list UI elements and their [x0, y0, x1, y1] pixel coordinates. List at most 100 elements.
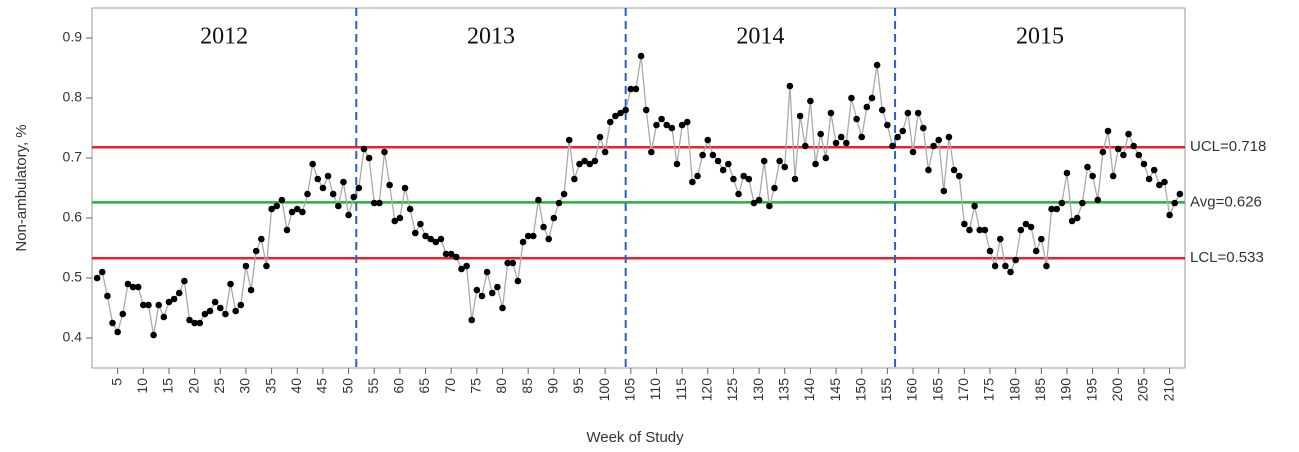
data-point — [1038, 235, 1045, 243]
data-point — [314, 175, 322, 183]
data-point — [1058, 199, 1066, 207]
data-point — [499, 304, 506, 312]
data-point — [145, 301, 152, 309]
data-point — [740, 172, 747, 180]
data-point — [1073, 214, 1081, 222]
data-point — [478, 292, 486, 300]
data-point — [530, 232, 537, 240]
data-point — [935, 136, 942, 144]
data-point — [1053, 205, 1061, 213]
y-tick-label: 0.9 — [63, 29, 83, 45]
data-point — [955, 172, 963, 180]
x-tick-label: 170 — [955, 378, 971, 402]
data-point — [155, 301, 163, 309]
x-tick-label: 140 — [801, 378, 817, 402]
data-point — [945, 133, 953, 141]
data-point — [817, 130, 824, 138]
data-point — [1171, 199, 1179, 207]
data-point — [632, 85, 640, 93]
data-point — [1007, 268, 1014, 276]
data-point — [596, 133, 604, 141]
data-point — [730, 175, 737, 183]
data-point — [766, 202, 773, 210]
data-point — [586, 160, 594, 168]
data-point — [704, 136, 712, 144]
x-tick-label: 175 — [981, 378, 997, 402]
data-point — [304, 190, 311, 198]
data-point — [396, 214, 404, 222]
data-point — [981, 226, 989, 234]
data-point — [853, 115, 860, 123]
data-point — [370, 199, 378, 207]
data-point — [535, 196, 542, 204]
x-tick-label: 105 — [622, 378, 638, 402]
data-point — [514, 277, 522, 285]
data-point — [237, 301, 245, 309]
data-point — [232, 307, 239, 315]
data-point — [750, 199, 758, 207]
data-point — [201, 310, 209, 318]
data-point — [1161, 178, 1168, 186]
x-tick-label: 145 — [827, 378, 843, 402]
data-point — [873, 61, 881, 69]
data-point — [683, 118, 691, 126]
data-point — [134, 283, 142, 291]
data-point — [437, 235, 445, 243]
data-point — [894, 133, 901, 141]
data-point — [524, 232, 532, 240]
x-tick-label: 185 — [1032, 378, 1048, 402]
data-point — [242, 262, 250, 270]
data-point — [878, 106, 886, 114]
data-point — [211, 298, 219, 306]
x-tick-label: 180 — [1006, 378, 1022, 402]
x-tick-label: 190 — [1058, 378, 1074, 402]
data-point — [494, 283, 501, 291]
x-tick-label: 125 — [724, 378, 740, 402]
data-point — [360, 145, 368, 153]
data-point — [627, 85, 635, 93]
data-point — [1176, 190, 1184, 198]
data-point — [227, 280, 234, 288]
data-point — [468, 316, 476, 324]
data-point — [109, 319, 116, 327]
data-point — [1140, 160, 1148, 168]
data-point — [678, 121, 686, 129]
data-point — [550, 214, 558, 222]
data-point — [827, 109, 835, 117]
data-point — [966, 226, 973, 234]
x-tick-label: 40 — [288, 378, 304, 394]
x-tick-label: 120 — [698, 378, 714, 402]
data-point — [601, 148, 609, 156]
data-point — [884, 121, 891, 129]
x-tick-label: 205 — [1135, 378, 1151, 402]
x-tick-label: 70 — [442, 378, 458, 394]
x-tick-label: 160 — [904, 378, 920, 402]
data-point — [104, 292, 111, 300]
data-point — [1017, 226, 1025, 234]
x-tick-label: 195 — [1083, 378, 1099, 402]
data-point — [114, 328, 121, 336]
x-tick-label: 90 — [545, 378, 561, 394]
data-point — [791, 175, 799, 183]
data-point — [206, 307, 214, 315]
data-point — [591, 157, 599, 165]
data-point — [653, 121, 660, 129]
data-point — [1032, 247, 1040, 255]
y-tick-label: 0.6 — [63, 209, 83, 225]
data-point — [996, 235, 1004, 243]
data-point — [822, 154, 830, 162]
data-point — [961, 220, 968, 228]
data-point — [832, 139, 840, 147]
data-point — [689, 178, 696, 186]
x-tick-label: 115 — [673, 378, 689, 401]
data-point — [663, 121, 671, 129]
x-tick-label: 150 — [852, 378, 868, 402]
data-point — [268, 205, 275, 213]
data-point — [930, 142, 937, 150]
data-point — [889, 142, 896, 150]
data-point — [222, 310, 229, 318]
data-point — [709, 151, 717, 159]
x-tick-label: 85 — [519, 378, 535, 394]
data-point — [329, 190, 337, 198]
data-point — [365, 154, 373, 162]
